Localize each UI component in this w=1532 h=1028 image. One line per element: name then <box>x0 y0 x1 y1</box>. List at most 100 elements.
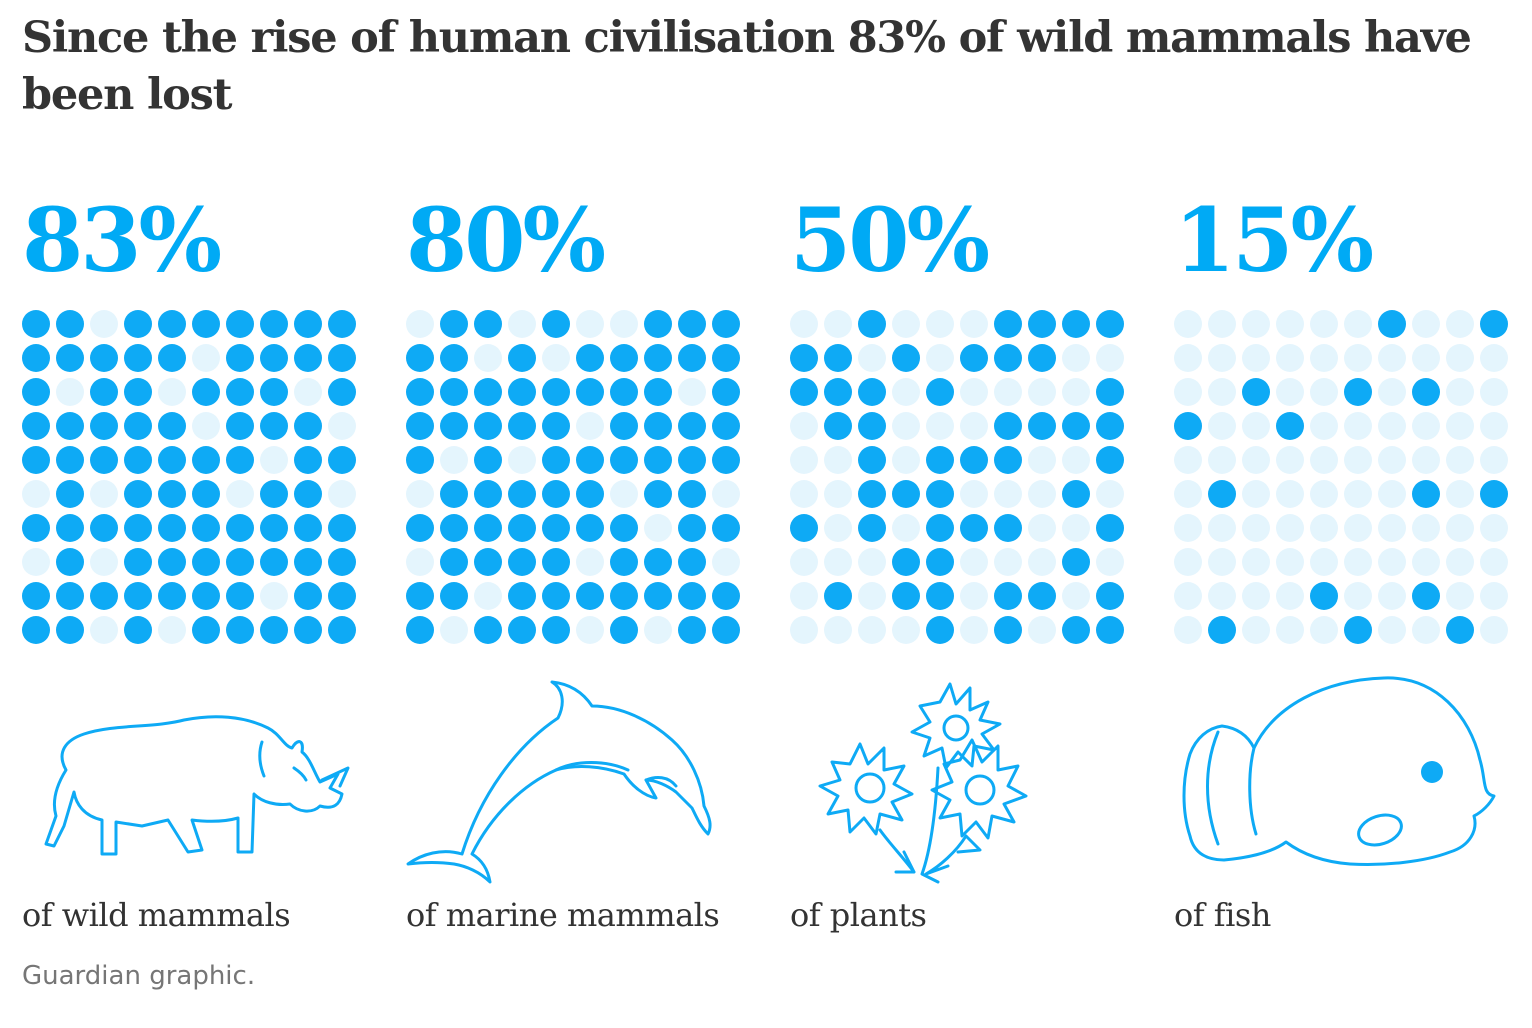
waffle-dot-empty <box>960 548 988 576</box>
waffle-dot-empty <box>1310 310 1338 338</box>
waffle-dot-filled <box>22 378 50 406</box>
waffle-dot-filled <box>678 310 706 338</box>
waffle-dot-filled <box>474 514 502 542</box>
waffle-dot-filled <box>1208 480 1236 508</box>
waffle-dot-empty <box>1242 514 1270 542</box>
waffle-dot-empty <box>644 616 672 644</box>
waffle-dot-filled <box>542 582 570 610</box>
waffle-dot-filled <box>294 514 322 542</box>
waffle-dot-empty <box>892 514 920 542</box>
waffle-dot-empty <box>1446 582 1474 610</box>
waffle-dot-empty <box>1378 480 1406 508</box>
waffle-dot-empty <box>1310 344 1338 372</box>
waffle-dot-empty <box>508 446 536 474</box>
waffle-dot-empty <box>790 616 818 644</box>
waffle-dot-filled <box>508 378 536 406</box>
waffle-dot-filled <box>926 514 954 542</box>
waffle-dot-empty <box>56 378 84 406</box>
waffle-dot-empty <box>440 616 468 644</box>
waffle-dot-filled <box>994 412 1022 440</box>
waffle-dot-empty <box>260 582 288 610</box>
waffle-dot-filled <box>440 310 468 338</box>
waffle-dot-filled <box>90 514 118 542</box>
waffle-dot-filled <box>1028 412 1056 440</box>
waffle-dot-filled <box>328 616 356 644</box>
waffle-dot-empty <box>1242 446 1270 474</box>
waffle-dot-filled <box>644 548 672 576</box>
waffle-dot-filled <box>328 548 356 576</box>
waffle-dot-filled <box>22 616 50 644</box>
percentage-value: 80% <box>406 188 606 292</box>
waffle-dot-filled <box>260 344 288 372</box>
waffle-dot-filled <box>226 616 254 644</box>
waffle-dot-filled <box>1096 310 1124 338</box>
waffle-dot-empty <box>1378 446 1406 474</box>
rhino-icon <box>22 676 382 886</box>
waffle-dot-filled <box>260 310 288 338</box>
waffle-dot-filled <box>158 514 186 542</box>
waffle-dot-empty <box>1028 446 1056 474</box>
waffle-dot-filled <box>124 480 152 508</box>
waffle-dot-filled <box>474 446 502 474</box>
waffle-dot-filled <box>226 514 254 542</box>
waffle-dot-empty <box>994 548 1022 576</box>
waffle-dot-empty <box>858 344 886 372</box>
waffle-dot-filled <box>1062 548 1090 576</box>
waffle-dot-empty <box>1208 548 1236 576</box>
waffle-dot-filled <box>1242 378 1270 406</box>
waffle-dot-empty <box>90 548 118 576</box>
waffle-dot-filled <box>712 412 740 440</box>
waffle-dot-filled <box>124 344 152 372</box>
waffle-dot-filled <box>610 446 638 474</box>
waffle-dot-filled <box>678 412 706 440</box>
waffle-dot-filled <box>1344 616 1372 644</box>
waffle-dot-empty <box>1344 548 1372 576</box>
waffle-dot-filled <box>406 616 434 644</box>
waffle-dot-filled <box>474 378 502 406</box>
percentage-value: 50% <box>790 188 990 292</box>
waffle-dot-empty <box>1446 548 1474 576</box>
waffle-dot-filled <box>440 344 468 372</box>
waffle-dot-filled <box>644 446 672 474</box>
waffle-dot-filled <box>1096 446 1124 474</box>
waffle-dot-empty <box>260 446 288 474</box>
waffle-dot-empty <box>328 412 356 440</box>
waffle-dot-filled <box>858 480 886 508</box>
waffle-dot-filled <box>226 310 254 338</box>
waffle-dot-filled <box>328 446 356 474</box>
waffle-dot-filled <box>508 344 536 372</box>
waffle-dot-empty <box>1344 412 1372 440</box>
waffle-dot-filled <box>1028 582 1056 610</box>
waffle-dot-filled <box>260 514 288 542</box>
waffle-dot-empty <box>1344 514 1372 542</box>
waffle-dot-filled <box>712 310 740 338</box>
waffle-dot-filled <box>824 412 852 440</box>
waffle-dot-empty <box>1378 582 1406 610</box>
waffle-dot-filled <box>678 548 706 576</box>
fish-icon <box>1174 676 1532 886</box>
waffle-dot-filled <box>1096 378 1124 406</box>
waffle-dot-filled <box>124 514 152 542</box>
waffle-dot-filled <box>260 378 288 406</box>
waffle-dot-filled <box>294 548 322 576</box>
waffle-dot-empty <box>440 446 468 474</box>
waffle-dot-filled <box>790 514 818 542</box>
waffle-dot-empty <box>960 310 988 338</box>
waffle-dot-empty <box>1208 412 1236 440</box>
waffle-dot-filled <box>294 480 322 508</box>
waffle-dot-empty <box>576 548 604 576</box>
waffle-dot-empty <box>1412 616 1440 644</box>
waffle-dot-empty <box>406 480 434 508</box>
waffle-dot-filled <box>474 616 502 644</box>
waffle-dot-filled <box>926 446 954 474</box>
waffle-dot-filled <box>892 582 920 610</box>
waffle-dot-filled <box>1062 310 1090 338</box>
waffle-dot-filled <box>56 310 84 338</box>
source-note: Guardian graphic. <box>22 961 256 991</box>
waffle-dot-filled <box>56 480 84 508</box>
waffle-dot-empty <box>1344 480 1372 508</box>
waffle-dot-filled <box>712 378 740 406</box>
waffle-dot-filled <box>226 378 254 406</box>
waffle-grid <box>22 310 362 650</box>
waffle-dot-filled <box>508 480 536 508</box>
